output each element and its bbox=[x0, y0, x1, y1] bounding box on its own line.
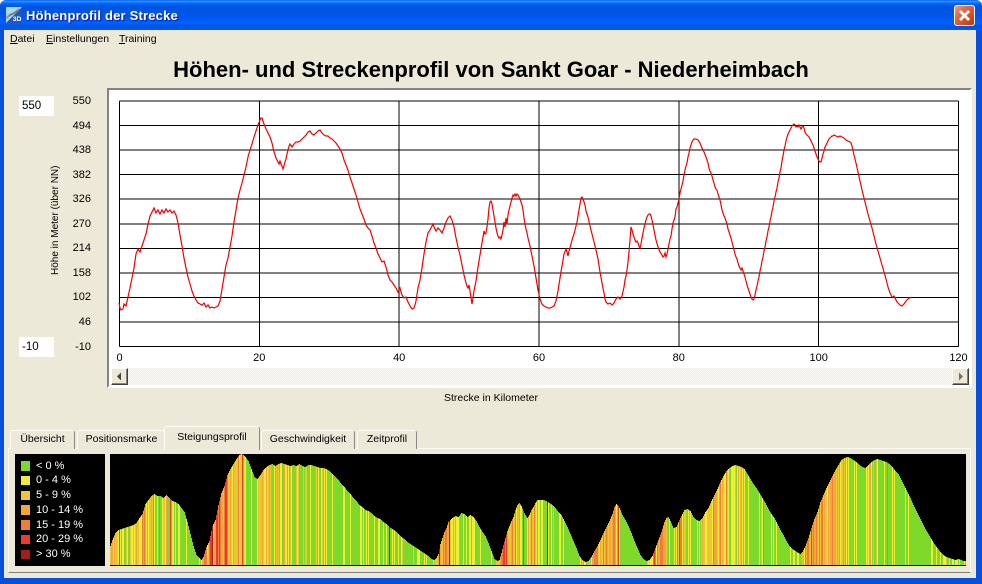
svg-text:3D: 3D bbox=[13, 16, 22, 23]
